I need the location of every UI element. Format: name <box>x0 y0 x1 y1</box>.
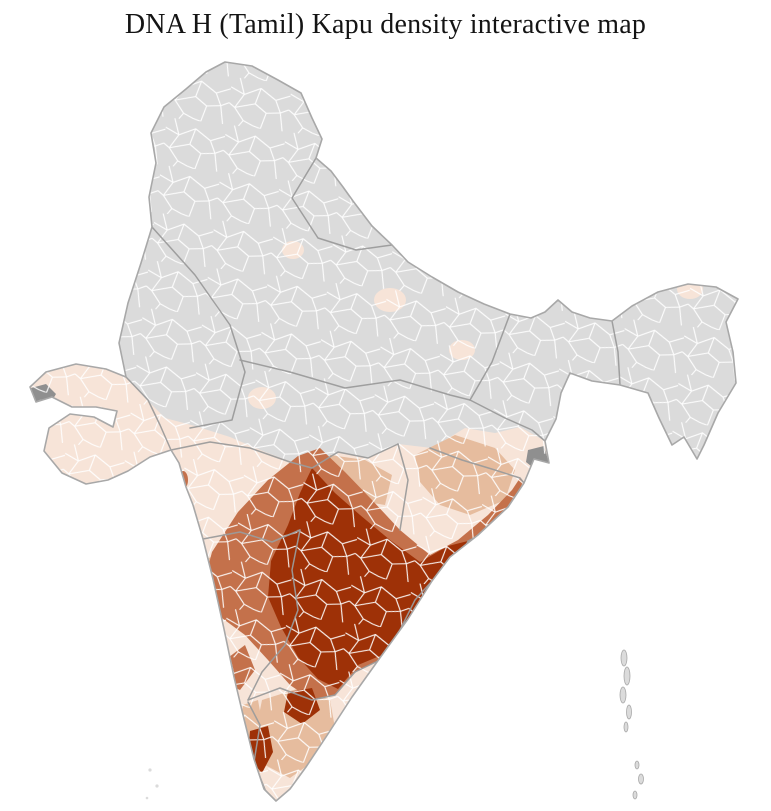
island[interactable] <box>638 773 644 785</box>
state-boundary <box>291 157 393 251</box>
island[interactable] <box>148 768 152 772</box>
state-boundary <box>239 359 471 401</box>
state-boundary <box>170 441 399 469</box>
andaman-nicobar-islands[interactable] <box>619 649 644 800</box>
map-title: DNA H (Tamil) Kapu density interactive m… <box>124 9 647 40</box>
state-boundary <box>247 671 356 701</box>
state-boundary <box>247 529 301 701</box>
state-boundary <box>469 399 546 442</box>
island[interactable] <box>626 704 632 720</box>
lakshadweep-islands[interactable] <box>145 768 159 800</box>
state-boundary <box>429 447 525 484</box>
state-boundary <box>611 320 621 386</box>
island[interactable] <box>145 796 149 800</box>
state-boundary <box>202 529 301 543</box>
india-outline <box>29 61 739 802</box>
island[interactable] <box>619 686 627 704</box>
island[interactable] <box>623 721 629 733</box>
state-boundary <box>397 443 409 531</box>
state-boundary <box>469 313 511 401</box>
state-boundary <box>125 376 172 451</box>
island[interactable] <box>620 649 628 667</box>
state-boundaries <box>125 157 673 793</box>
island[interactable] <box>155 784 159 788</box>
state-boundary <box>151 226 246 429</box>
island[interactable] <box>623 666 631 686</box>
island[interactable] <box>634 760 640 770</box>
island[interactable] <box>632 790 638 800</box>
